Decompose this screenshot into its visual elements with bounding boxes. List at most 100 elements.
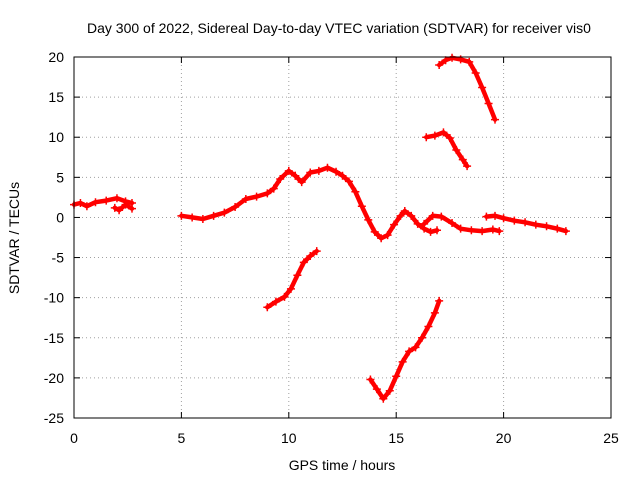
data-point <box>499 214 508 223</box>
y-axis-label: SDTVAR / TECUs <box>6 182 22 294</box>
data-point <box>306 168 315 177</box>
series-arc-8 <box>368 298 442 401</box>
data-point <box>521 218 530 227</box>
data-point <box>405 347 414 356</box>
x-tick-label: 15 <box>388 430 404 446</box>
data-point <box>400 207 409 216</box>
x-tick-label: 5 <box>178 430 186 446</box>
data-point <box>291 171 300 180</box>
x-tick-label: 25 <box>603 430 619 446</box>
data-point <box>417 333 426 342</box>
data-point <box>478 227 487 236</box>
data-point <box>531 220 540 229</box>
data-point <box>377 234 386 243</box>
data-point <box>463 162 472 171</box>
data-point <box>231 203 240 212</box>
y-tick-label: -10 <box>44 290 64 306</box>
series-group <box>70 53 570 403</box>
data-point <box>91 198 100 207</box>
data-point <box>372 385 381 394</box>
data-point <box>293 271 302 280</box>
y-tick-label: 0 <box>56 209 64 225</box>
data-point <box>398 357 407 366</box>
data-point <box>392 372 401 381</box>
data-point <box>491 115 500 124</box>
data-point <box>542 222 551 231</box>
data-point <box>379 394 388 403</box>
y-tick-label: 15 <box>48 89 64 105</box>
data-point <box>471 69 480 78</box>
series-arc-10 <box>436 55 498 122</box>
data-point <box>332 167 341 176</box>
data-point <box>102 196 111 205</box>
y-tick-labels: -25 -20 -15 -10 -5 0 5 10 15 20 <box>44 49 64 426</box>
data-point <box>284 166 293 175</box>
data-point <box>263 303 272 312</box>
data-point <box>491 211 500 220</box>
tick-marks <box>73 56 612 419</box>
data-point <box>209 211 218 220</box>
data-point <box>435 296 444 305</box>
y-tick-label: -20 <box>44 370 64 386</box>
grid <box>74 57 611 418</box>
y-tick-label: -5 <box>52 250 65 266</box>
data-point <box>76 199 85 208</box>
y-tick-label: 10 <box>48 129 64 145</box>
data-point <box>424 322 433 331</box>
data-point <box>422 133 431 142</box>
data-point <box>407 211 416 220</box>
x-tick-label: 10 <box>281 430 297 446</box>
data-point <box>110 203 119 212</box>
data-point <box>430 131 439 140</box>
y-tick-label: 20 <box>48 49 64 65</box>
data-point <box>456 224 465 233</box>
data-point <box>121 200 130 209</box>
data-point <box>411 343 420 352</box>
data-point <box>344 177 353 186</box>
data-point <box>366 375 375 384</box>
y-tick-label: -15 <box>44 330 64 346</box>
data-point <box>510 216 519 225</box>
data-point <box>390 220 399 229</box>
data-point <box>364 215 373 224</box>
data-point <box>445 134 454 143</box>
data-point <box>452 146 461 155</box>
data-point <box>306 251 315 260</box>
data-point <box>482 212 491 221</box>
data-point <box>428 211 437 220</box>
data-point <box>439 128 448 137</box>
data-point <box>241 194 250 203</box>
data-point <box>82 202 91 211</box>
data-point <box>553 224 562 233</box>
data-point <box>323 163 332 172</box>
data-point <box>478 83 487 92</box>
data-point <box>458 155 467 164</box>
data-point <box>430 308 439 317</box>
data-point <box>115 206 124 215</box>
data-point <box>312 247 321 256</box>
data-point <box>299 258 308 267</box>
data-point <box>488 225 497 234</box>
series-arc-3 <box>179 168 298 222</box>
data-point <box>357 202 366 211</box>
data-point <box>198 215 207 224</box>
data-point <box>561 227 570 236</box>
x-tick-labels: 0 5 10 15 20 25 <box>70 430 619 446</box>
data-point <box>286 284 295 293</box>
data-point <box>385 386 394 395</box>
data-point <box>112 194 121 203</box>
data-point <box>314 166 323 175</box>
data-point <box>383 231 392 240</box>
data-point <box>263 189 272 198</box>
series-arc-2 <box>112 202 135 213</box>
data-point <box>370 227 379 236</box>
data-point <box>441 56 450 65</box>
data-point <box>426 227 435 236</box>
data-point <box>351 187 360 196</box>
data-point <box>484 99 493 108</box>
series-arc-4 <box>292 165 440 241</box>
data-point <box>220 208 229 217</box>
data-point <box>271 297 280 306</box>
data-point <box>420 219 429 228</box>
data-point <box>448 219 457 228</box>
